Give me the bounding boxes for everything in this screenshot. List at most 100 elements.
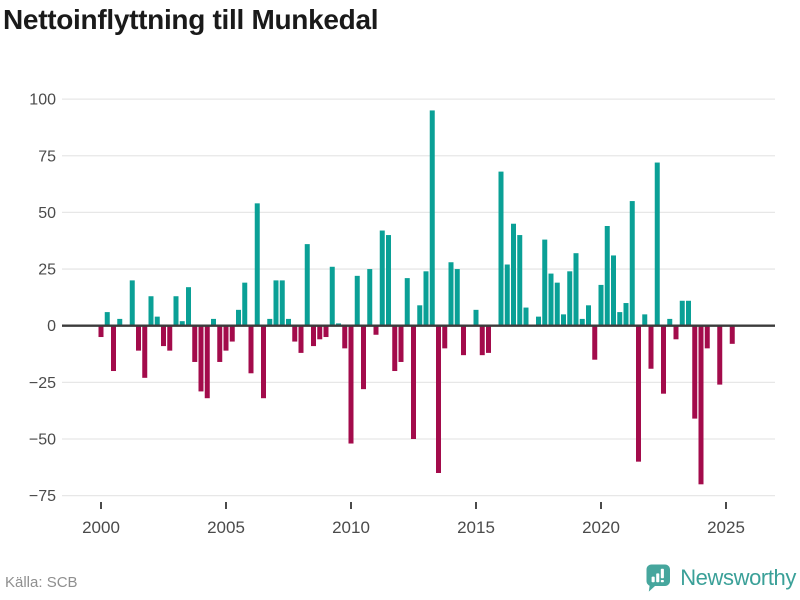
y-axis-label: 75 [38, 148, 56, 165]
brand-wordmark: Newsworthy [680, 565, 796, 590]
bar-2014-Q1 [448, 262, 454, 326]
y-axis-label: −75 [29, 488, 56, 505]
bar-2023-Q2 [679, 300, 685, 326]
bar-2006-Q2 [254, 203, 260, 326]
bar-2004-Q3 [211, 318, 216, 326]
bar-2000-Q4 [117, 318, 123, 326]
bar-2002-Q4 [167, 325, 173, 351]
bar-2010-Q1 [348, 325, 354, 444]
bar-2018-Q4 [567, 271, 573, 326]
bar-2016-Q3 [511, 223, 516, 326]
y-axis-label: −25 [29, 375, 56, 392]
chart-title: Nettoinflyttning till Munkedal [3, 4, 379, 35]
bar-2005-Q1 [223, 325, 229, 351]
y-axis-label: 50 [38, 205, 56, 222]
bar-2003-Q1 [173, 296, 179, 326]
bar-2009-Q1 [323, 325, 329, 338]
bar-2008-Q2 [304, 244, 310, 326]
bar-2012-Q3 [411, 325, 416, 439]
bar-2023-Q4 [692, 325, 698, 419]
bar-2002-Q1 [148, 296, 154, 326]
x-axis-label: 2005 [207, 518, 245, 537]
bar-2018-Q3 [561, 314, 566, 326]
bar-2021-Q3 [636, 325, 641, 462]
bar-2001-Q3 [136, 325, 141, 351]
x-axis-label: 2000 [82, 518, 120, 537]
bar-2022-Q4 [667, 318, 673, 326]
bar-2016-Q2 [504, 264, 510, 326]
y-axis-label: 100 [29, 92, 56, 109]
bar-2002-Q2 [154, 316, 160, 326]
bar-2003-Q2 [179, 321, 185, 326]
bar-2013-Q1 [423, 271, 429, 326]
bar-2020-Q4 [617, 312, 623, 326]
bar-2003-Q4 [192, 325, 198, 362]
bar-2010-Q2 [354, 275, 360, 326]
bar-2018-Q2 [554, 282, 560, 326]
bar-2009-Q4 [342, 325, 348, 349]
bar-2016-Q4 [517, 235, 523, 326]
bar-2001-Q4 [142, 325, 148, 378]
bar-2022-Q2 [654, 162, 660, 326]
bar-2013-Q2 [429, 110, 435, 326]
bar-2013-Q3 [436, 325, 441, 473]
bar-2012-Q2 [404, 278, 410, 326]
bar-2020-Q3 [611, 255, 616, 326]
bar-2004-Q1 [198, 325, 204, 392]
bar-2019-Q3 [586, 305, 591, 326]
bar-2003-Q3 [186, 287, 191, 326]
bar-2007-Q1 [273, 280, 279, 326]
newsworthy-badge-icon [646, 564, 671, 592]
y-axis-label: 0 [47, 318, 56, 335]
bar-2024-Q1 [698, 325, 704, 485]
bar-2011-Q1 [373, 325, 379, 335]
bar-2011-Q3 [386, 235, 391, 326]
bar-2011-Q4 [392, 325, 398, 372]
bar-2019-Q4 [592, 325, 598, 360]
bar-2020-Q2 [604, 226, 610, 326]
bar-2022-Q3 [661, 325, 666, 394]
bar-2013-Q4 [442, 325, 448, 349]
bar-2017-Q1 [523, 307, 529, 326]
bar-2014-Q3 [461, 325, 466, 356]
bar-2022-Q1 [648, 325, 654, 369]
x-axis-label: 2015 [457, 518, 495, 537]
bar-2024-Q2 [704, 325, 710, 349]
bar-2012-Q4 [417, 305, 423, 326]
bar-2004-Q4 [217, 325, 223, 362]
bar-2023-Q3 [686, 300, 691, 326]
bar-2015-Q3 [486, 325, 491, 353]
bar-2006-Q3 [261, 325, 266, 399]
y-axis-label: −50 [29, 432, 56, 449]
bar-2015-Q1 [473, 309, 479, 326]
bar-2019-Q1 [573, 253, 579, 326]
bar-2020-Q1 [598, 284, 604, 326]
bar-2000-Q2 [104, 312, 110, 326]
bar-2007-Q2 [279, 280, 285, 326]
bar-2005-Q2 [229, 325, 235, 342]
x-axis-label: 2020 [582, 518, 620, 537]
newsworthy-logo[interactable]: Newsworthy [645, 562, 796, 594]
bar-2017-Q3 [536, 316, 541, 326]
bar-2011-Q2 [379, 230, 385, 326]
bar-2017-Q4 [542, 239, 548, 326]
bar-2006-Q1 [248, 325, 254, 374]
bar-2021-Q1 [623, 303, 629, 326]
bar-2002-Q3 [161, 325, 166, 347]
bar-2005-Q3 [236, 309, 241, 326]
bar-2024-Q4 [717, 325, 723, 385]
bar-2001-Q2 [129, 280, 135, 326]
bar-2005-Q4 [242, 282, 248, 326]
bar-2019-Q2 [579, 318, 585, 326]
bar-2014-Q2 [454, 269, 460, 326]
bar-2025-Q2 [729, 325, 735, 344]
bar-2023-Q1 [673, 325, 679, 340]
bar-2009-Q2 [329, 266, 335, 326]
bar-2008-Q3 [311, 325, 316, 347]
bar-2008-Q1 [298, 325, 304, 353]
bar-2016-Q1 [498, 171, 504, 326]
bar-2004-Q2 [204, 325, 210, 399]
bar-2006-Q4 [267, 318, 273, 326]
y-axis-label: 25 [38, 262, 56, 279]
